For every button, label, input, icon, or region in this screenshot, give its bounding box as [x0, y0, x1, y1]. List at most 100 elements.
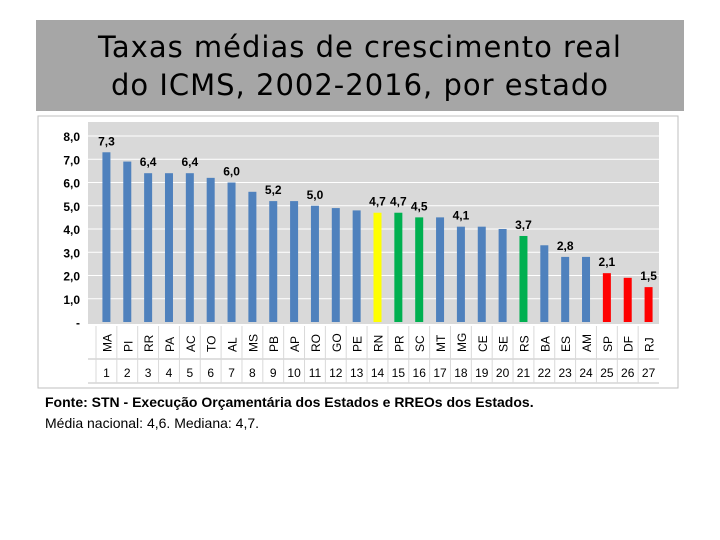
bar-MT: [436, 217, 445, 322]
rank-label: 22: [538, 366, 552, 380]
rank-label: 12: [329, 366, 343, 380]
bar-PA: [164, 173, 173, 322]
category-label: PE: [351, 336, 365, 352]
y-tick-label: 7,0: [63, 153, 80, 167]
category-label: SC: [413, 335, 427, 352]
category-label: BA: [538, 336, 552, 352]
bar-TO: [206, 177, 215, 322]
category-label: MA: [100, 334, 114, 352]
bar-ES: [561, 256, 570, 322]
category-label: RR: [142, 334, 156, 352]
rank-label: 4: [166, 366, 173, 380]
bar-PE: [352, 210, 361, 322]
rank-label: 8: [249, 366, 256, 380]
category-label: DF: [622, 336, 636, 352]
rank-label: 23: [558, 366, 572, 380]
y-tick-label: 3,0: [63, 246, 80, 260]
category-label: MS: [246, 334, 260, 352]
y-tick-label: 5,0: [63, 200, 80, 214]
category-label: RO: [309, 334, 323, 352]
rank-label: 20: [496, 366, 510, 380]
bar-BA: [540, 245, 549, 322]
rank-label: 21: [517, 366, 531, 380]
bar-AL: [227, 182, 236, 322]
title-line-2: do ICMS, 2002-2016, por estado: [110, 67, 610, 102]
rank-label: 5: [186, 366, 193, 380]
data-label: 1,5: [640, 269, 657, 283]
rank-label: 13: [350, 366, 364, 380]
bar-MA: [102, 152, 111, 322]
category-label: AC: [184, 335, 198, 352]
category-label: PR: [392, 335, 406, 352]
rank-label: 15: [392, 366, 406, 380]
data-label: 2,8: [557, 239, 574, 253]
bar-CE: [477, 226, 486, 322]
rank-label: 6: [207, 366, 214, 380]
data-label: 6,0: [223, 165, 240, 179]
category-label: AL: [226, 337, 240, 352]
bar-SC: [415, 217, 424, 322]
data-labels: 7,3 6,4 6,4 6,0 5,2 5,0 4,7 4,7 4,5 4,1 3,7 2,8 2,1 1…: [98, 134, 657, 283]
rank-label: 7: [228, 366, 235, 380]
source-note: Fonte: STN - Execução Orçamentária dos E…: [45, 394, 534, 410]
rank-label: 19: [475, 366, 489, 380]
bar-RR: [144, 173, 153, 322]
data-label: 6,4: [181, 155, 198, 169]
data-label: 4,7: [390, 195, 407, 209]
bars: [102, 152, 653, 322]
data-label: 6,4: [140, 155, 157, 169]
bar-RO: [310, 205, 319, 322]
bar-AC: [185, 173, 194, 322]
category-label: TO: [205, 336, 219, 352]
category-label: PI: [121, 341, 135, 352]
rank-label: 2: [124, 366, 131, 380]
rank-label: 11: [309, 366, 322, 380]
bar-RN: [373, 212, 382, 322]
category-label: CE: [476, 335, 490, 352]
rank-label: 24: [579, 366, 593, 380]
category-label: GO: [330, 333, 344, 352]
rank-table: 1 2 3 4 5 6 7 8 9 10 11 12 13 14 15 16 17 18 19 20 21 22 23 24 2…: [88, 326, 659, 384]
bar-PR: [394, 212, 403, 322]
rank-label: 1: [103, 366, 110, 380]
data-label: 3,7: [515, 218, 532, 232]
bar-AM: [582, 256, 591, 322]
data-label: 4,1: [453, 209, 470, 223]
title-line-1: Taxas médias de crescimento real: [97, 29, 622, 64]
category-label: RS: [517, 335, 531, 352]
data-label: 4,7: [369, 195, 386, 209]
bar-DF: [623, 277, 632, 322]
category-label: SP: [601, 336, 615, 352]
bar-RJ: [644, 287, 653, 322]
data-label: 7,3: [98, 134, 115, 148]
bar-SP: [602, 273, 611, 322]
data-label: 4,5: [411, 199, 428, 213]
category-label: ES: [559, 336, 573, 352]
y-tick-label: 6,0: [63, 177, 80, 191]
rank-label: 18: [454, 366, 468, 380]
category-label: AM: [580, 334, 594, 352]
y-tick-label: 1,0: [63, 293, 80, 307]
slide-title: Taxas médias de crescimento real do ICMS…: [36, 20, 684, 111]
bar-PI: [123, 161, 132, 322]
rank-label: 14: [371, 366, 385, 380]
category-label: MG: [455, 333, 469, 352]
data-label: 5,0: [307, 188, 324, 202]
rank-label: 16: [413, 366, 427, 380]
rank-label: 17: [433, 366, 447, 380]
category-label: MT: [434, 334, 448, 352]
rank-label: 25: [600, 366, 614, 380]
x-axis-categories: MA PI RR PA AC TO AL MS PB AP RO GO PE RN PR SC MT MG CE SE…: [100, 333, 656, 352]
y-tick-label: 2,0: [63, 270, 80, 284]
rank-label: 10: [287, 366, 301, 380]
y-tick-label: -: [76, 316, 80, 330]
y-tick-label: 8,0: [63, 130, 80, 144]
bar-GO: [331, 208, 340, 322]
bar-MG: [456, 226, 465, 322]
notes-table: Fonte: STN - Execução Orçamentária dos E…: [41, 390, 677, 434]
data-label: 5,2: [265, 183, 282, 197]
rank-label: 9: [270, 366, 277, 380]
summary-note: Média nacional: 4,6. Mediana: 4,7.: [45, 415, 260, 431]
bar-SE: [498, 229, 507, 322]
